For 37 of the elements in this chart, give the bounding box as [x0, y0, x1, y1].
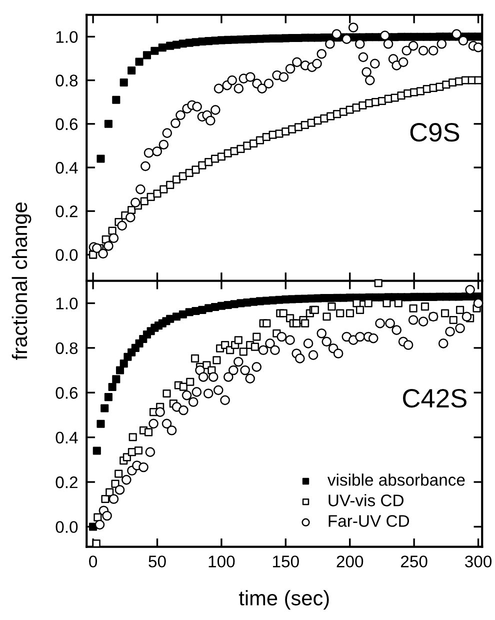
y-tick-label: 0.6 — [56, 118, 78, 130]
y-tick-label: 0.8 — [56, 342, 78, 354]
y-tick-label: 0.4 — [56, 162, 78, 174]
y-axis-title: fractional change — [12, 202, 32, 360]
x-tick-label: 50 — [148, 556, 166, 568]
x-tick-label: 300 — [465, 556, 492, 568]
y-tick-label: 1.0 — [56, 31, 78, 43]
x-tick-label: 250 — [401, 556, 428, 568]
y-tick-label: 0.8 — [56, 74, 78, 86]
x-tick-label: 0 — [89, 556, 98, 568]
annotation: C9S — [410, 122, 460, 142]
point — [135, 58, 144, 66]
point — [474, 32, 482, 41]
annotation: C42S — [403, 388, 466, 408]
y-tick-label: 0.4 — [56, 432, 78, 444]
x-tick-label: 100 — [208, 556, 235, 568]
y-tick-label: 1.0 — [56, 298, 78, 310]
y-tick-label: 0.0 — [56, 249, 78, 261]
point — [142, 51, 152, 60]
x-tick-label: 200 — [336, 556, 364, 568]
y-tick-label: 0.2 — [56, 205, 78, 218]
y-tick-label: 0.6 — [56, 387, 78, 399]
point — [128, 66, 136, 74]
y-tick-label: 0.2 — [56, 476, 78, 488]
point — [120, 78, 128, 86]
point — [158, 44, 166, 52]
x-tick-label: 150 — [273, 556, 299, 568]
y-tick-label: 0.0 — [56, 521, 78, 533]
point — [112, 96, 120, 104]
legend-label: visible absorbance — [327, 474, 465, 486]
point — [150, 46, 159, 55]
point — [96, 154, 105, 163]
point — [104, 120, 112, 128]
legend-label: UV-vis CD — [328, 494, 404, 506]
x-axis-title: time (sec) — [238, 590, 329, 610]
point — [172, 40, 181, 49]
legend-label: Far-UV CD — [328, 515, 410, 527]
